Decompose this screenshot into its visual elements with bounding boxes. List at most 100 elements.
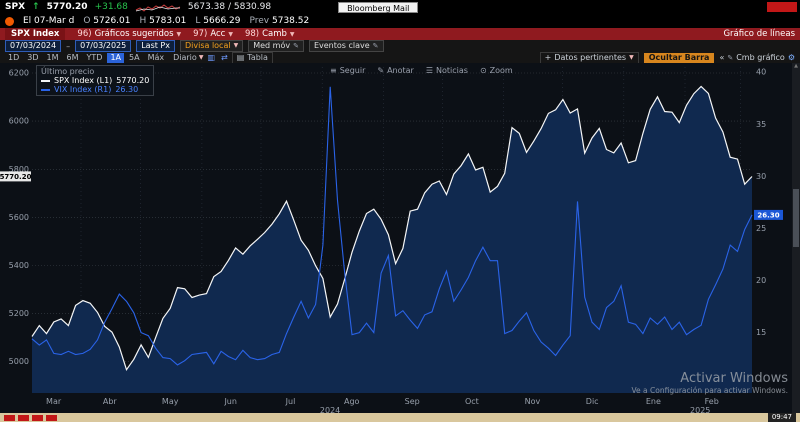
period-max[interactable]: Máx <box>147 52 165 62</box>
svg-text:5800: 5800 <box>9 165 29 174</box>
news-button[interactable]: ☰ Noticias <box>426 66 468 75</box>
bloomberg-help-icon[interactable] <box>5 16 14 26</box>
chevron-down-icon: ▼ <box>198 54 204 61</box>
hide-bar-button[interactable]: Ocultar Barra <box>643 52 715 63</box>
vix-swatch <box>41 88 50 91</box>
svg-text:5770.20: 5770.20 <box>0 173 32 181</box>
menu-item-number: 96) <box>77 29 92 39</box>
period-1y-selected[interactable]: 1A <box>107 52 124 63</box>
zoom-icon: ⊙ <box>479 66 487 75</box>
svg-text:May: May <box>162 397 179 406</box>
annotate-button[interactable]: ✎ Anotar <box>377 66 413 75</box>
red-menu-bar: SPX Index 96) Gráficos sugeridos ▼ 97) A… <box>0 28 800 40</box>
svg-text:Ene: Ene <box>646 397 661 406</box>
frequency-value: Diario <box>173 53 197 62</box>
ticker-symbol: SPX <box>5 2 26 12</box>
related-data-button[interactable]: + Datos pertinentes ▼ <box>539 51 639 64</box>
spx-legend-value: 5770.20 <box>116 76 150 85</box>
chart-legend: Último precio SPX Index (L1) 5770.20 VIX… <box>36 65 155 96</box>
track-button[interactable]: ≡ Seguir <box>330 66 365 75</box>
gear-icon: ⚙ <box>787 53 795 62</box>
news-label: Noticias <box>436 66 468 75</box>
date-to-field[interactable]: 07/03/2025 <box>75 40 132 52</box>
scrollbar-thumb[interactable] <box>793 189 799 247</box>
zoom-button[interactable]: ⊙ Zoom <box>480 66 513 75</box>
related-data-label: Datos pertinentes <box>554 53 627 62</box>
watermark-line2: Ve a Configuración para activar Windows. <box>631 386 789 395</box>
period-ytd[interactable]: YTD <box>86 52 103 62</box>
svg-text:35: 35 <box>756 120 766 129</box>
function-key-badge[interactable] <box>4 414 15 421</box>
clock: 09:47 <box>767 413 796 422</box>
menu-suggested-charts[interactable]: 96) Gráficos sugeridos ▼ <box>77 29 181 39</box>
bloomberg-mail-button[interactable]: Bloomberg Mail <box>338 1 419 13</box>
period-1d[interactable]: 1D <box>8 52 20 62</box>
svg-text:Dic: Dic <box>586 397 599 406</box>
track-label: Seguir <box>339 66 366 75</box>
legend-title: Último precio <box>41 67 95 76</box>
price-chart[interactable]: 5000520054005600580060006200152025303540… <box>0 63 792 413</box>
svg-text:30: 30 <box>756 172 766 181</box>
mini-sparkline <box>135 3 181 12</box>
open-value: 5726.01 <box>93 16 131 26</box>
period-5y[interactable]: 5A <box>129 52 140 62</box>
key-events-button[interactable]: Eventos clave ✎ <box>308 40 384 52</box>
vertical-scrollbar[interactable]: ▲ <box>792 63 800 413</box>
quote-bar: El 07-Mar d O 5726.01 H 5783.01 L 5666.2… <box>0 14 800 28</box>
function-key-badge[interactable] <box>18 414 29 421</box>
date-from-field[interactable]: 07/03/2024 <box>5 40 62 52</box>
function-key-badge[interactable] <box>32 414 43 421</box>
news-icon: ☰ <box>425 66 434 75</box>
compare-icon[interactable]: ⇄ <box>221 53 228 62</box>
candlestick-icon[interactable]: ▥ <box>207 53 215 62</box>
svg-text:5400: 5400 <box>9 261 29 270</box>
last-price: 5770.20 <box>46 2 88 12</box>
svg-text:Ago: Ago <box>344 397 360 406</box>
scroll-up-icon[interactable]: ▲ <box>794 63 798 69</box>
session-date: El 07-Mar d <box>23 16 75 26</box>
day-range: 5673.38 / 5830.98 <box>187 2 272 12</box>
menu-actions[interactable]: 97) Acc ▼ <box>193 29 233 39</box>
edit-chart-button[interactable]: « ✎ Cmb gráfico ⚙ <box>719 53 795 62</box>
menu-item-label: Gráficos sugeridos <box>94 29 174 39</box>
title-bar: SPX ↑ 5770.20 +31.68 5673.38 / 5830.98 B… <box>0 0 800 14</box>
table-label: Tabla <box>247 53 268 62</box>
legend-item-spx[interactable]: SPX Index (L1) 5770.20 <box>41 76 149 85</box>
period-1m[interactable]: 1M <box>46 52 59 62</box>
period-6m[interactable]: 6M <box>66 52 79 62</box>
period-3d[interactable]: 3D <box>27 52 39 62</box>
alert-badge[interactable] <box>767 2 797 12</box>
pencil-icon: ✎ <box>293 42 299 50</box>
vix-legend-label: VIX Index (R1) <box>54 85 112 94</box>
legend-item-vix[interactable]: VIX Index (R1) 26.30 <box>41 85 149 94</box>
pencil-icon: ✎ <box>727 53 734 62</box>
table-button[interactable]: ▤ Tabla <box>231 51 273 64</box>
svg-text:Nov: Nov <box>525 397 541 406</box>
zoom-label: Zoom <box>489 66 513 75</box>
chevron-down-icon: ▼ <box>233 42 239 49</box>
moving-average-button[interactable]: Med móv ✎ <box>248 40 304 52</box>
menu-change[interactable]: 98) Camb ▼ <box>245 29 295 39</box>
price-change: +31.68 <box>94 2 128 12</box>
menu-item-label: Acc <box>210 29 226 39</box>
price-field-selector[interactable]: Last Px <box>136 40 175 52</box>
status-bar: 09:47 <box>0 413 800 422</box>
function-key-badge[interactable] <box>46 414 57 421</box>
prev-label: Prev <box>249 16 270 26</box>
chevron-down-icon: ▼ <box>289 30 295 38</box>
svg-text:2025: 2025 <box>690 406 710 413</box>
svg-text:Abr: Abr <box>103 397 118 406</box>
svg-text:25: 25 <box>756 224 766 233</box>
moving-average-label: Med móv <box>253 41 291 50</box>
period-toolbar: 1D 3D 1M 6M YTD 1A 5A Máx Diario ▼ ▥ ⇄ ▤… <box>0 51 800 64</box>
currency-selector[interactable]: Divisa local ▼ <box>179 40 244 52</box>
svg-text:40: 40 <box>756 68 766 77</box>
svg-text:5000: 5000 <box>9 357 29 366</box>
frequency-selector[interactable]: Diario ▼ <box>173 53 203 62</box>
chart-type-title: Gráfico de líneas <box>723 29 795 39</box>
chevron-down-icon: ▼ <box>176 30 182 38</box>
spx-swatch <box>41 79 50 82</box>
spx-legend-label: SPX Index (L1) <box>54 76 113 85</box>
range-toolbar: 07/03/2024 – 07/03/2025 Last Px Divisa l… <box>0 40 800 52</box>
